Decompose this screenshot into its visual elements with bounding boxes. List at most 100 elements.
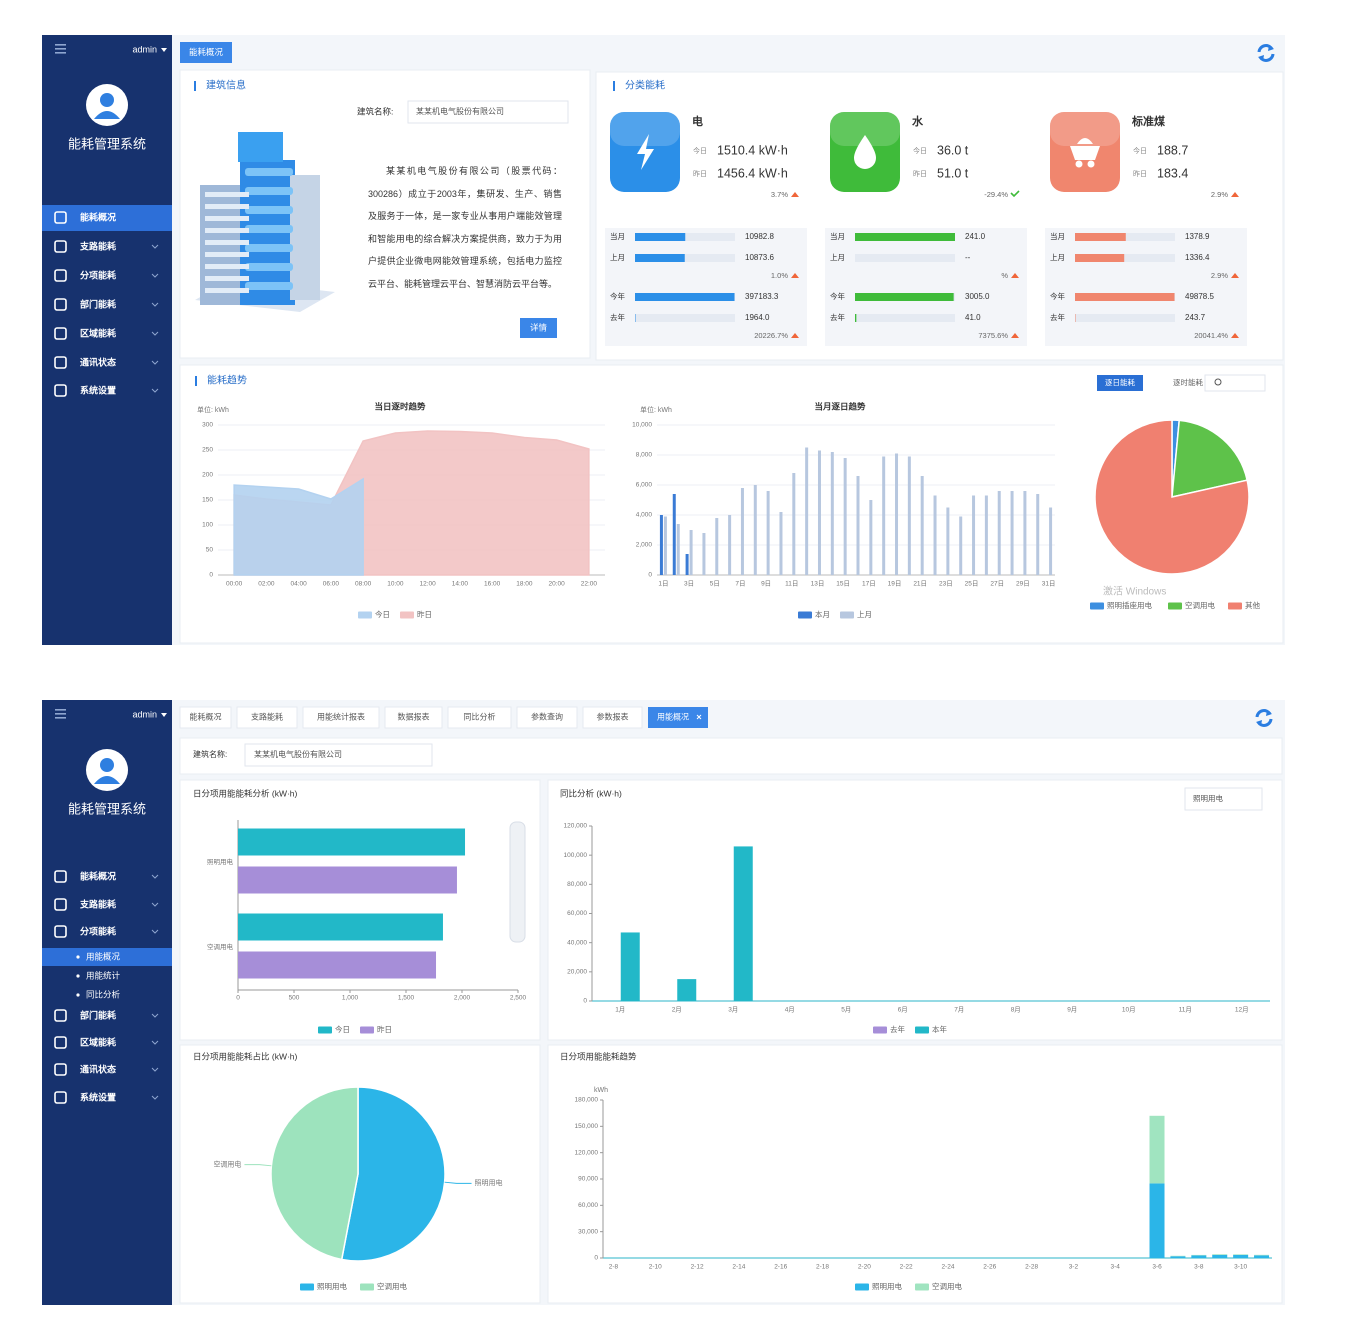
menu-icon	[54, 1036, 67, 1049]
search-box[interactable]	[1204, 374, 1266, 392]
menu-item[interactable]: 支路能耗	[79, 240, 116, 251]
tab[interactable]	[302, 706, 380, 729]
y-tick-label: 50	[206, 547, 214, 554]
bar-track	[1075, 254, 1175, 262]
submenu-item[interactable]: 用能概况	[86, 951, 121, 961]
menu-item[interactable]: 部门能耗	[80, 298, 116, 309]
menu-toggle[interactable]	[55, 709, 66, 711]
heading-bar	[194, 81, 196, 91]
menu-toggle[interactable]	[55, 44, 66, 46]
tab-label[interactable]: 参数报表	[597, 712, 629, 722]
tab-label[interactable]: 同比分析	[464, 712, 496, 722]
selector-value: 照明用电	[1193, 793, 1223, 803]
chart-title: 同比分析 (kW·h)	[560, 788, 622, 798]
building-window	[205, 240, 249, 245]
menu-item[interactable]: 系统设置	[80, 384, 116, 395]
compare-bar	[855, 293, 954, 301]
tab-active[interactable]	[180, 42, 232, 63]
y-category-label: 空调用电	[207, 942, 234, 951]
submenu-dot	[76, 993, 80, 997]
menu-item[interactable]: 分项能耗	[80, 925, 116, 936]
bar	[1010, 491, 1014, 575]
change: -29.4%	[984, 190, 1008, 199]
selector[interactable]	[1184, 787, 1263, 811]
tab-label[interactable]: 数据报表	[398, 712, 430, 722]
menu-item[interactable]: 通讯状态	[80, 1063, 116, 1074]
menu-item[interactable]: 分项能耗	[80, 269, 116, 280]
menu-toggle[interactable]	[55, 713, 66, 715]
tab[interactable]	[582, 706, 643, 729]
menu-item[interactable]: 区域能耗	[80, 327, 116, 338]
tab-label[interactable]: 用能概况	[657, 712, 689, 722]
x-tick-label: 25日	[965, 580, 979, 588]
building-top	[238, 132, 283, 162]
tab[interactable]	[447, 706, 512, 729]
refresh-arrow	[1256, 710, 1272, 726]
pie-slice	[1171, 419, 1249, 498]
unit-label: 单位: kWh	[640, 405, 672, 414]
menu-item[interactable]: 区域能耗	[80, 1036, 116, 1047]
x-tick-label: 29日	[1016, 580, 1030, 588]
tab[interactable]	[384, 706, 443, 729]
bar	[238, 913, 443, 941]
bar	[984, 495, 988, 575]
compare-value: 41.0	[965, 313, 981, 322]
x-tick-label: 14:00	[452, 581, 469, 588]
building-window	[205, 204, 249, 209]
bar	[869, 500, 873, 575]
toggle[interactable]: 逐时能耗	[1173, 377, 1203, 387]
dropdown[interactable]	[244, 743, 433, 767]
menu-item[interactable]: 能耗概况	[80, 211, 116, 222]
y-tick-label: 60,000	[567, 910, 587, 917]
legend-swatch	[915, 1283, 929, 1291]
tab[interactable]	[236, 706, 298, 729]
tab[interactable]	[179, 706, 232, 729]
tab[interactable]: 能耗概况	[189, 47, 224, 57]
toggle[interactable]: 逐日能耗	[1105, 377, 1135, 387]
button-label[interactable]: 详情	[530, 322, 548, 332]
legend-label: 今日	[375, 609, 390, 619]
tab-label[interactable]: 能耗概况	[190, 712, 222, 722]
unit-label: 单位: kWh	[197, 405, 229, 414]
x-tick-label: 3-2	[1069, 1264, 1079, 1271]
menu-toggle[interactable]	[55, 52, 66, 54]
compare-bar	[1075, 233, 1126, 241]
submenu-item[interactable]: 同比分析	[86, 989, 121, 999]
y-tick-label: 90,000	[578, 1176, 598, 1183]
sidebar	[42, 35, 172, 645]
leader-line	[244, 1164, 272, 1167]
detail-button[interactable]	[520, 318, 557, 338]
tab-close[interactable]	[696, 714, 702, 720]
tab-label[interactable]: 参数查询	[531, 712, 563, 722]
y-tick-label: 100,000	[564, 852, 588, 859]
submenu-item[interactable]: 用能统计	[86, 970, 121, 980]
tab-label[interactable]: 支路能耗	[251, 712, 283, 722]
bar	[238, 828, 466, 856]
menu-toggle[interactable]	[55, 48, 66, 50]
menu-item[interactable]: 能耗概况	[80, 870, 116, 881]
toggle-active[interactable]	[1097, 375, 1143, 391]
menu-item[interactable]: 系统设置	[80, 1091, 116, 1102]
compare-box	[605, 228, 807, 346]
bar-segment	[1149, 1115, 1165, 1184]
menu-item[interactable]: 支路能耗	[79, 898, 116, 909]
menu-toggle[interactable]	[55, 717, 66, 719]
y-tick-label: 60,000	[578, 1202, 598, 1209]
tab[interactable]	[516, 706, 578, 729]
menu-item[interactable]: 通讯状态	[80, 356, 116, 367]
tab[interactable]	[648, 707, 708, 728]
bar	[733, 846, 753, 1001]
menu-icon	[54, 1009, 67, 1022]
bar	[728, 515, 732, 575]
bar	[715, 518, 719, 575]
tab-label[interactable]: 用能统计报表	[317, 712, 365, 722]
x-tick-label: 27日	[990, 580, 1004, 588]
category-icon-shine	[1050, 112, 1120, 146]
y-tick-label: 10,000	[632, 422, 652, 429]
y-tick-label: 250	[202, 447, 213, 454]
submenu-dot	[76, 955, 80, 959]
user-caret	[161, 48, 167, 52]
dropdown[interactable]	[407, 100, 569, 124]
menu-item[interactable]: 部门能耗	[80, 1009, 116, 1020]
